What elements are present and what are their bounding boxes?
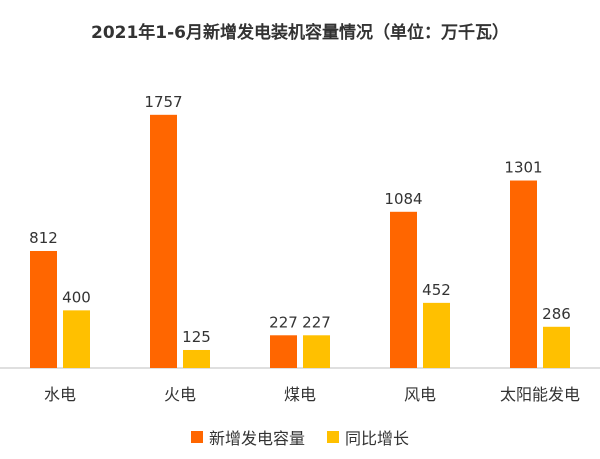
bar-series-0-1 [150,114,177,368]
legend-item-series-1: 同比增长 [327,425,409,449]
legend-swatch-series-1 [327,431,339,443]
bar-series-1-3 [423,302,450,368]
data-label-series-0-0: 812 [29,229,58,247]
bar-series-1-2 [303,335,330,368]
bar-series-0-0 [30,250,57,368]
bar-series-1-1 [183,349,210,368]
x-tick-label-0: 水电 [44,385,76,404]
data-label-series-0-1: 1757 [144,93,182,111]
data-label-series-1-1: 125 [182,328,211,346]
legend-label-series-0: 新增发电容量 [208,429,305,448]
legend: 新增发电容量 同比增长 [0,425,600,449]
bar-series-0-3 [390,211,417,368]
bar-series-0-4 [510,180,537,368]
legend-item-series-0: 新增发电容量 [190,425,305,449]
data-label-series-1-0: 400 [62,288,91,306]
data-label-series-0-4: 1301 [504,159,542,177]
x-tick-label-1: 火电 [164,385,196,404]
bar-series-1-4 [543,326,570,368]
x-tick-label-2: 煤电 [284,385,316,404]
data-label-series-1-3: 452 [422,281,451,299]
data-label-series-0-2: 227 [269,313,298,331]
legend-swatch-series-0 [190,431,203,443]
x-tick-label-4: 太阳能发电 [500,385,580,404]
legend-label-series-1: 同比增长 [345,429,410,448]
bar-series-0-2 [270,335,297,368]
chart-title: 2021年1-6月新增发电装机容量情况（单位：万千瓦） [90,23,510,43]
data-label-series-1-4: 286 [542,305,571,323]
data-label-series-1-2: 227 [302,313,331,331]
data-label-series-0-3: 1084 [384,190,422,208]
bar-series-1-0 [63,310,90,368]
x-tick-label-3: 风电 [404,385,436,404]
